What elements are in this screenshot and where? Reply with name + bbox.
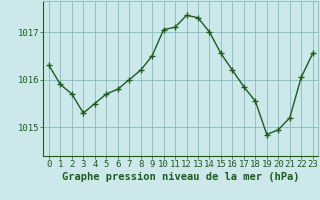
X-axis label: Graphe pression niveau de la mer (hPa): Graphe pression niveau de la mer (hPa) [62,172,300,182]
